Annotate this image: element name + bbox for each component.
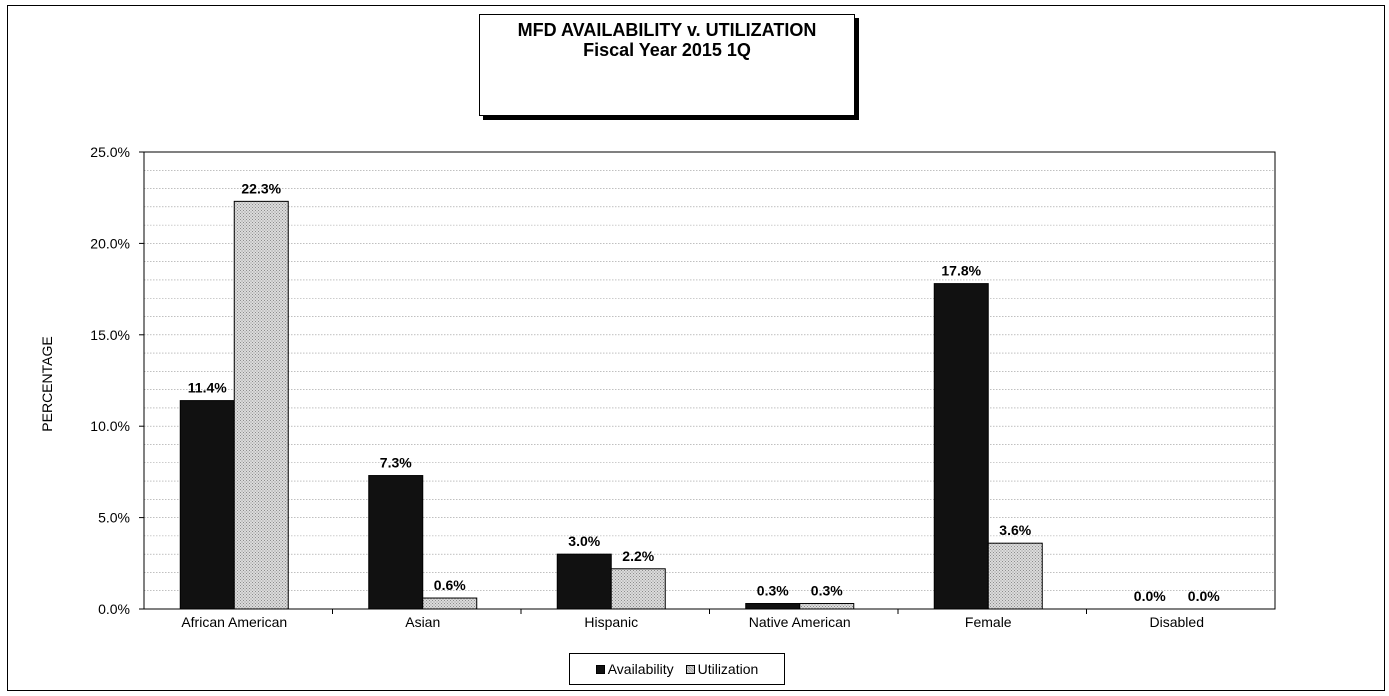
data-label: 0.3% — [811, 583, 843, 599]
bar-availability — [368, 475, 424, 610]
bar-utilization — [799, 603, 855, 610]
bar-availability — [933, 283, 989, 610]
bar-utilization — [233, 200, 289, 610]
chart-title-box: MFD AVAILABILITY v. UTILIZATION Fiscal Y… — [479, 14, 855, 116]
chart-subtitle: Fiscal Year 2015 1Q — [583, 40, 751, 60]
y-tick-label: 20.0% — [90, 235, 130, 251]
data-label: 0.0% — [1134, 588, 1166, 604]
bar-availability — [556, 553, 612, 610]
bar-utilization — [422, 597, 478, 610]
legend-label-utilization: Utilization — [697, 661, 759, 677]
y-tick-label: 15.0% — [90, 327, 130, 343]
x-tick-label: Female — [965, 614, 1012, 630]
legend-swatch-utilization — [685, 664, 695, 674]
legend-swatch-availability — [595, 664, 605, 674]
x-tick-label: African American — [181, 614, 287, 630]
bar-availability — [745, 603, 801, 610]
x-tick-label: Asian — [405, 614, 440, 630]
bar-availability — [179, 400, 235, 610]
x-tick-label: Hispanic — [584, 614, 638, 630]
y-tick-label: 10.0% — [90, 418, 130, 434]
data-label: 11.4% — [188, 380, 227, 396]
legend-label-availability: Availability — [607, 661, 674, 677]
data-label: 0.0% — [1188, 588, 1220, 604]
y-tick-label: 5.0% — [98, 510, 130, 526]
data-label: 0.3% — [757, 583, 789, 599]
x-tick-label: Disabled — [1150, 614, 1204, 630]
bar-utilization — [610, 568, 666, 610]
legend-item-utilization: Utilization — [685, 661, 759, 677]
data-label: 2.2% — [622, 548, 654, 564]
y-tick-label: 25.0% — [90, 144, 130, 160]
x-tick-label: Native American — [749, 614, 851, 630]
plot-area — [143, 151, 1276, 610]
data-label: 3.0% — [568, 533, 600, 549]
chart-title: MFD AVAILABILITY v. UTILIZATION — [517, 20, 817, 40]
data-label: 3.6% — [999, 522, 1031, 538]
data-label: 0.6% — [434, 577, 466, 593]
data-label: 17.8% — [941, 263, 981, 279]
bar-utilization — [987, 542, 1043, 610]
legend-item-availability: Availability — [595, 661, 674, 677]
data-label: 22.3% — [241, 180, 281, 196]
data-label: 7.3% — [380, 455, 412, 471]
chart-legend: Availability Utilization — [569, 653, 785, 685]
y-tick-label: 0.0% — [98, 601, 130, 617]
